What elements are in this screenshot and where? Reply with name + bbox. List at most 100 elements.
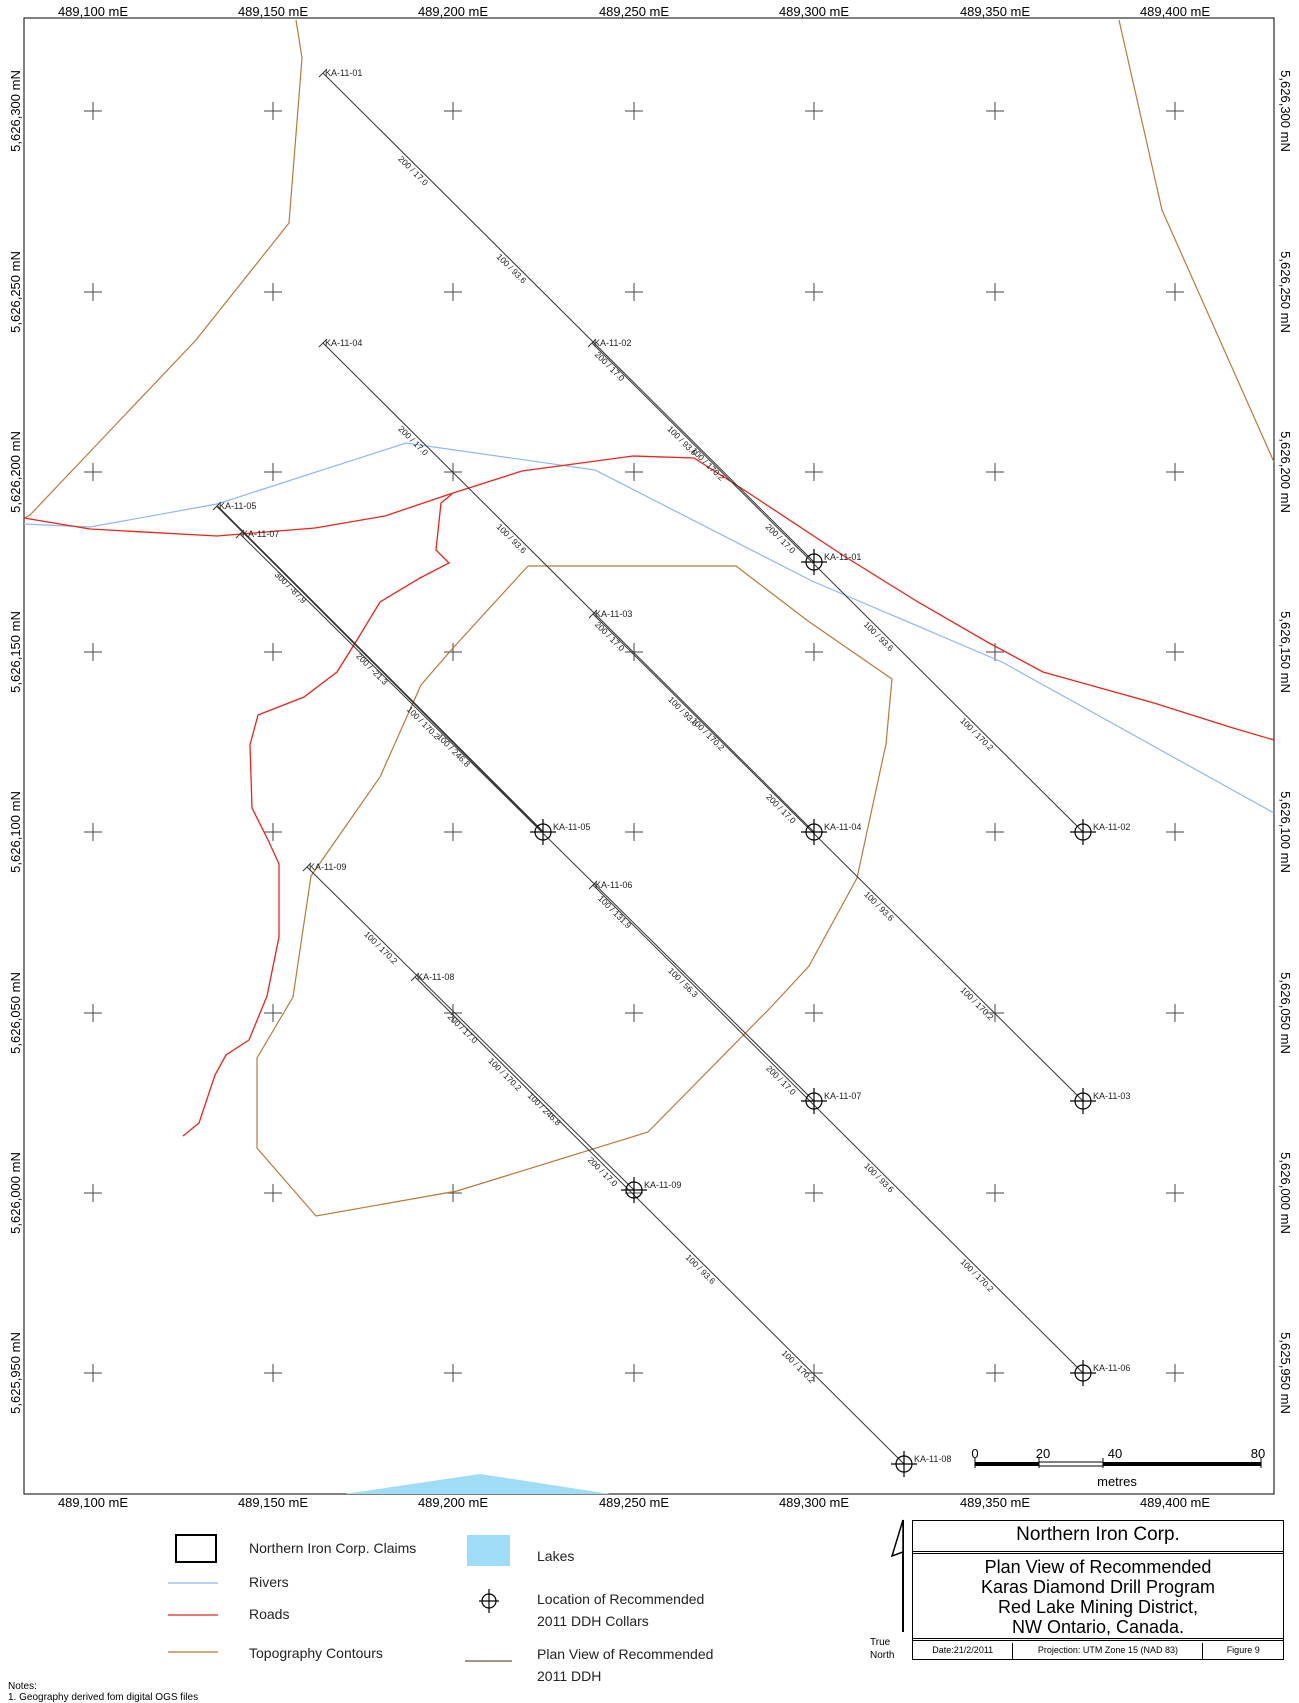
legend-plan-label: Plan View of Recommended 2011 DDH xyxy=(537,1643,713,1687)
grid-cross xyxy=(1166,1184,1184,1202)
drill-collar-icon xyxy=(891,1451,917,1477)
drill-collar-icon xyxy=(621,1177,647,1203)
grid-cross xyxy=(84,1364,102,1382)
drill-end-label: KA-11-04 xyxy=(325,338,362,348)
northing-label: 5,626,050 mN xyxy=(8,972,23,1054)
topography-contours xyxy=(23,19,1275,1217)
legend-symbols xyxy=(168,1534,512,1662)
map-title-line: NW Ontario, Canada. xyxy=(1011,1617,1185,1637)
map-title-line: Red Lake Mining District, xyxy=(997,1597,1199,1617)
scale-tick-label: 0 xyxy=(971,1446,978,1461)
easting-label: 489,350 mE xyxy=(960,1495,1030,1510)
grid-cross xyxy=(805,1184,823,1202)
grid-cross xyxy=(805,102,823,120)
north-arrow-icon xyxy=(890,1519,904,1632)
grid-cross xyxy=(986,283,1004,301)
drill-end-tick xyxy=(318,338,328,348)
grid-cross xyxy=(805,1004,823,1022)
title-divider xyxy=(913,1551,1283,1554)
northing-label: 5,626,200 mN xyxy=(8,431,23,513)
drill-end-label: KA-11-06 xyxy=(595,880,632,890)
easting-label: 489,150 mE xyxy=(238,1495,308,1510)
lake-area xyxy=(345,1474,610,1494)
grid-cross xyxy=(625,823,643,841)
grid-cross xyxy=(84,283,102,301)
drill-end-tick xyxy=(318,68,328,78)
legend-collars-line1: Location of Recommended xyxy=(537,1591,705,1607)
grid-cross xyxy=(84,823,102,841)
easting-label: 489,300 mE xyxy=(779,1495,849,1510)
drill-end-tick xyxy=(410,972,420,982)
grid-cross xyxy=(444,823,462,841)
grid-cross xyxy=(264,1184,282,1202)
easting-label: 489,400 mE xyxy=(1140,1495,1210,1510)
grid-cross xyxy=(1166,1364,1184,1382)
grid-cross xyxy=(1166,823,1184,841)
grid-cross xyxy=(444,102,462,120)
contour-line xyxy=(23,19,303,519)
grid-cross xyxy=(625,643,643,661)
grid-cross xyxy=(1166,102,1184,120)
notes: Notes: 1. Geography derived fom digital … xyxy=(8,1681,198,1703)
roads xyxy=(23,455,1275,1137)
grid-cross xyxy=(1166,643,1184,661)
grid-cross xyxy=(84,643,102,661)
grid-cross xyxy=(805,283,823,301)
drill-end-label: KA-11-01 xyxy=(325,68,362,78)
grid-cross xyxy=(84,1004,102,1022)
drill-collar-label: KA-11-01 xyxy=(824,552,861,562)
grid-crosses xyxy=(84,102,1184,1382)
drill-collar-icon xyxy=(1070,1360,1096,1386)
scale-tick-label: 40 xyxy=(1108,1446,1122,1461)
drill-collar-label: KA-11-06 xyxy=(1093,1363,1130,1373)
drill-end-label: KA-11-02 xyxy=(594,338,631,348)
drill-end-tick xyxy=(212,501,222,511)
legend-collars-label: Location of Recommended 2011 DDH Collars xyxy=(537,1588,704,1632)
grid-cross xyxy=(986,463,1004,481)
grid-cross xyxy=(264,643,282,661)
legend-collars-line2: 2011 DDH Collars xyxy=(537,1613,649,1629)
grid-cross xyxy=(986,102,1004,120)
easting-label: 489,250 mE xyxy=(599,4,669,19)
drill-trace-line xyxy=(591,342,1084,833)
lakes-symbol xyxy=(467,1535,510,1566)
road-line xyxy=(23,455,1275,741)
projection-field: Projection: UTM Zone 15 (NAD 83) xyxy=(1013,1643,1204,1660)
grid-cross xyxy=(805,1364,823,1382)
drill-collar-icon xyxy=(1070,819,1096,845)
drill-end-label: KA-11-08 xyxy=(417,972,454,982)
drill-collar-label: KA-11-09 xyxy=(644,1180,681,1190)
drill-collar-label: KA-11-02 xyxy=(1093,822,1130,832)
grid-cross xyxy=(444,643,462,661)
northing-label: 5,625,950 mN xyxy=(1278,1332,1293,1414)
grid-cross xyxy=(264,463,282,481)
northing-label: 5,626,200 mN xyxy=(1278,431,1293,513)
drill-collar-label: KA-11-04 xyxy=(824,822,861,832)
legend-claims-label: Northern Iron Corp. Claims xyxy=(249,1540,417,1556)
northing-label: 5,626,100 mN xyxy=(1278,791,1293,873)
legend-contours-label: Topography Contours xyxy=(249,1645,383,1661)
grid-cross xyxy=(444,283,462,301)
drill-end-tick xyxy=(235,529,245,539)
north-arrow-line1: True xyxy=(870,1637,891,1648)
grid-cross xyxy=(264,102,282,120)
drill-collar-icon xyxy=(801,1088,827,1114)
notes-heading: Notes: xyxy=(8,1681,37,1692)
grid-cross xyxy=(84,1184,102,1202)
legend-roads-label: Roads xyxy=(249,1606,290,1622)
drill-trace-line xyxy=(239,533,815,1102)
scale-tick-label: 20 xyxy=(1036,1446,1050,1461)
grid-cross xyxy=(625,1364,643,1382)
drill-collar-label: KA-11-08 xyxy=(914,1454,951,1464)
easting-label: 489,100 mE xyxy=(58,4,128,19)
road-line xyxy=(182,493,453,1137)
northing-label: 5,625,950 mN xyxy=(8,1332,23,1414)
grid-cross xyxy=(444,1004,462,1022)
easting-label: 489,200 mE xyxy=(418,1495,488,1510)
title-divider xyxy=(913,1638,1283,1641)
northing-label: 5,626,300 mN xyxy=(8,70,23,152)
easting-label: 489,250 mE xyxy=(599,1495,669,1510)
northing-label: 5,626,250 mN xyxy=(1278,251,1293,333)
drill-end-label: KA-11-09 xyxy=(309,862,346,872)
